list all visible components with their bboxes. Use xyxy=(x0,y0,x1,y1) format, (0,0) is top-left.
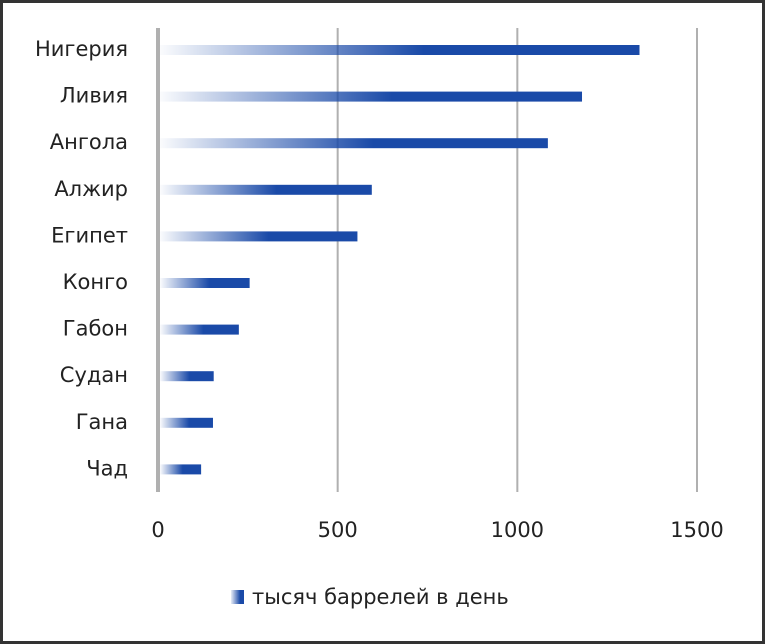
x-tick-label: 1000 xyxy=(491,518,544,542)
y-tick-label: Гана xyxy=(76,410,128,434)
y-tick-label: Габон xyxy=(63,317,128,341)
bar xyxy=(160,278,250,288)
bar xyxy=(160,231,358,242)
y-tick-label: Конго xyxy=(63,270,128,294)
x-tick-label: 500 xyxy=(318,518,358,542)
x-tick-label: 0 xyxy=(151,518,164,542)
y-tick-label: Нигерия xyxy=(35,37,128,61)
y-tick-label: Судан xyxy=(60,363,128,387)
legend-label: тысяч баррелей в день xyxy=(252,585,509,609)
x-tick-label: 1500 xyxy=(670,518,723,542)
bar xyxy=(160,371,214,382)
y-tick-label: Ангола xyxy=(50,130,128,154)
bar xyxy=(160,91,583,102)
y-tick-label: Алжир xyxy=(54,177,128,201)
y-tick-label: Египет xyxy=(51,223,128,247)
bar xyxy=(160,464,202,475)
bar xyxy=(160,138,548,149)
bar xyxy=(160,324,239,335)
legend-marker xyxy=(231,590,244,604)
bar xyxy=(160,45,640,55)
y-tick-label: Чад xyxy=(86,456,128,480)
bar xyxy=(160,184,372,195)
y-tick-label: Ливия xyxy=(60,84,128,108)
bar xyxy=(160,417,213,428)
